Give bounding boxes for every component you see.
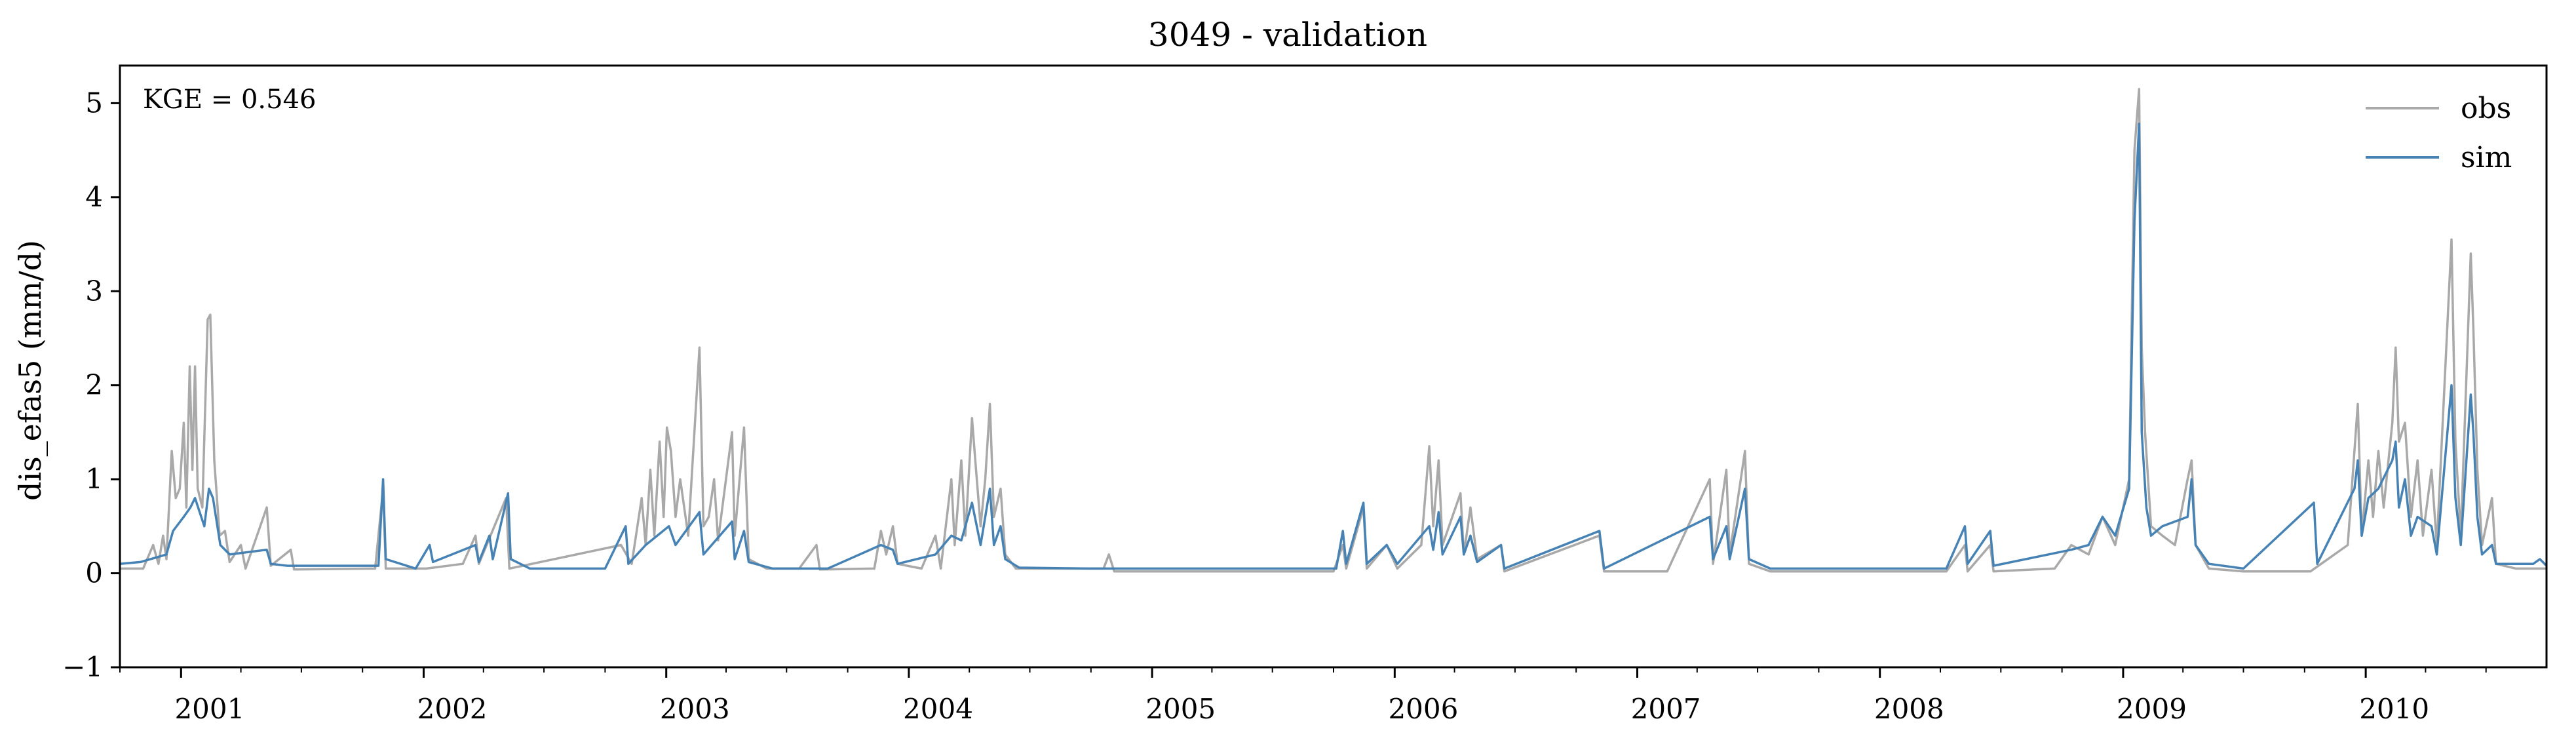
chart-title: 3049 - validation [1148, 16, 1427, 54]
x-tick-label: 2010 [2359, 693, 2429, 725]
legend-label-obs: obs [2461, 92, 2511, 125]
legend-label-sim: sim [2461, 141, 2512, 174]
x-tick-label: 2007 [1631, 693, 1701, 725]
kge-annotation: KGE = 0.546 [143, 85, 317, 115]
y-tick-label: 5 [85, 87, 103, 119]
x-tick-label: 2008 [1874, 693, 1944, 725]
y-axis-label: dis_efas5 (mm/d) [12, 240, 48, 501]
x-tick-label: 2004 [903, 693, 973, 725]
plot-area [119, 88, 2548, 573]
y-tick-label: 1 [85, 463, 103, 495]
y-tick-label: 3 [85, 275, 103, 307]
x-tick-label: 2009 [2117, 693, 2187, 725]
y-tick-label: −1 [62, 651, 103, 683]
series-line-sim [119, 123, 2548, 570]
x-tick-label: 2003 [660, 693, 730, 725]
x-tick-label: 2001 [174, 693, 244, 725]
x-tick-label: 2002 [417, 693, 488, 725]
y-tick-label: 4 [85, 181, 103, 213]
y-tick-label: 2 [85, 369, 103, 401]
y-tick-label: 0 [85, 557, 103, 589]
x-tick-label: 2006 [1388, 693, 1458, 725]
x-tick-label: 2005 [1145, 693, 1216, 725]
legend: obs sim [2366, 92, 2512, 174]
